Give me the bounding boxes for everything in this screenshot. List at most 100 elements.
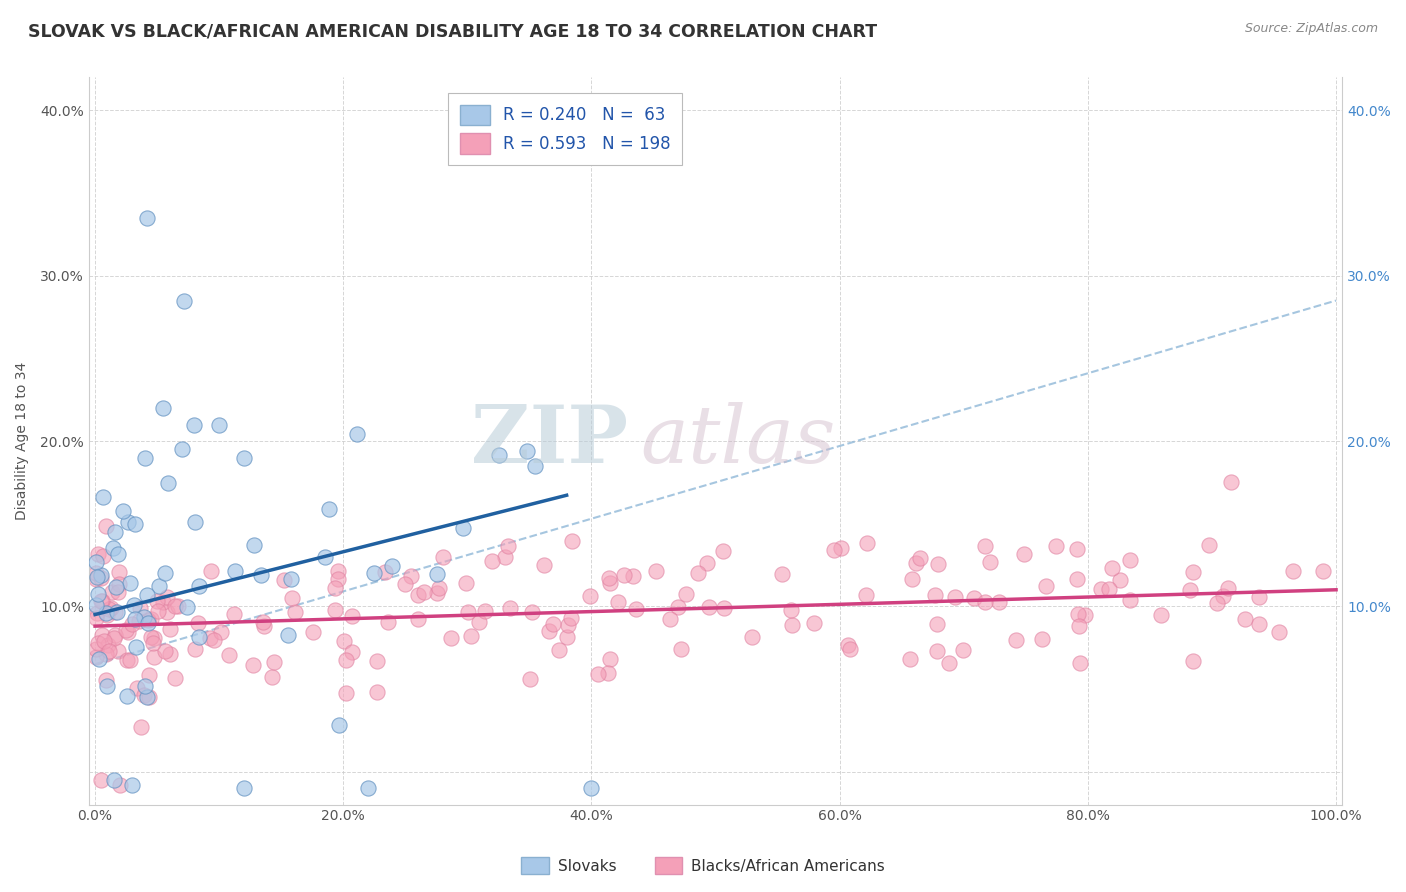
Point (1074, 607, 1097, 622)
Point (366, 684, 388, 698)
Point (1119, 553, 1142, 567)
Point (90, 594, 112, 608)
Point (155, 591, 177, 605)
Point (91, 490, 114, 504)
Point (208, 417, 231, 432)
Point (124, 516, 146, 531)
Point (138, 690, 160, 704)
Point (979, 555, 1001, 569)
Point (104, 525, 127, 540)
Point (134, 679, 156, 693)
Point (105, 580, 128, 594)
Point (1219, 475, 1241, 490)
Point (457, 605, 479, 619)
Point (94, 673, 117, 687)
Legend: R = 0.240   N =  63, R = 0.593   N = 198: R = 0.240 N = 63, R = 0.593 N = 198 (449, 93, 682, 165)
Point (623, 568, 645, 582)
Point (377, 615, 399, 629)
Point (1012, 547, 1035, 561)
Point (156, 605, 179, 619)
Point (925, 644, 948, 658)
Point (108, 778, 131, 792)
Point (326, 565, 349, 579)
Point (519, 672, 541, 686)
Point (1282, 564, 1305, 578)
Point (454, 575, 477, 590)
Point (187, 616, 209, 631)
Point (250, 568, 273, 582)
Point (498, 601, 520, 615)
Point (101, 585, 124, 599)
Point (120, 575, 142, 590)
Point (599, 652, 621, 666)
Point (132, 610, 155, 624)
Point (1031, 632, 1053, 646)
Point (184, 515, 207, 529)
Point (1247, 590, 1270, 604)
Point (134, 450, 156, 465)
Point (101, 541, 124, 556)
Point (281, 591, 304, 605)
Point (440, 631, 463, 645)
Point (173, 293, 195, 308)
Point (87, 587, 110, 601)
Point (263, 655, 285, 669)
Point (318, 502, 340, 516)
Point (93, 634, 115, 648)
Point (335, 686, 357, 700)
Point (96, 519, 118, 533)
Point (253, 619, 276, 633)
Point (156, 475, 179, 490)
Point (252, 615, 274, 629)
Point (90, 568, 112, 582)
Point (128, 614, 150, 628)
Point (666, 599, 689, 614)
Point (741, 631, 763, 645)
Point (780, 618, 803, 632)
Point (200, 564, 222, 578)
Point (146, 594, 169, 608)
Point (688, 566, 710, 580)
Point (1216, 581, 1239, 595)
Point (599, 576, 621, 591)
Point (481, 554, 503, 568)
Point (242, 657, 264, 672)
Point (98, 601, 121, 615)
Legend: Slovaks, Blacks/African Americans: Slovaks, Blacks/African Americans (515, 851, 891, 880)
Point (474, 604, 496, 618)
Point (122, 598, 145, 612)
Point (855, 588, 877, 602)
Point (1247, 617, 1270, 632)
Point (399, 569, 422, 583)
Point (87, 652, 110, 666)
Point (924, 588, 946, 602)
Point (142, 649, 165, 664)
Point (770, 567, 793, 582)
Point (146, 604, 169, 618)
Point (1067, 607, 1090, 622)
Point (125, 681, 148, 696)
Point (927, 617, 949, 632)
Point (86, 607, 108, 621)
Point (645, 564, 668, 578)
Point (1045, 539, 1067, 553)
Point (523, 459, 546, 474)
Point (1181, 565, 1204, 579)
Point (613, 568, 636, 582)
Point (1101, 561, 1123, 575)
Point (104, 606, 127, 620)
Point (1066, 542, 1088, 557)
Point (962, 591, 984, 605)
Point (96, 647, 118, 661)
Point (560, 610, 582, 624)
Point (108, 565, 131, 579)
Point (586, 667, 609, 681)
Point (468, 615, 491, 629)
Point (1109, 574, 1132, 588)
Point (90, 772, 112, 787)
Point (184, 642, 207, 657)
Point (136, 615, 159, 630)
Point (596, 665, 619, 680)
Point (973, 595, 995, 609)
Point (429, 581, 451, 595)
